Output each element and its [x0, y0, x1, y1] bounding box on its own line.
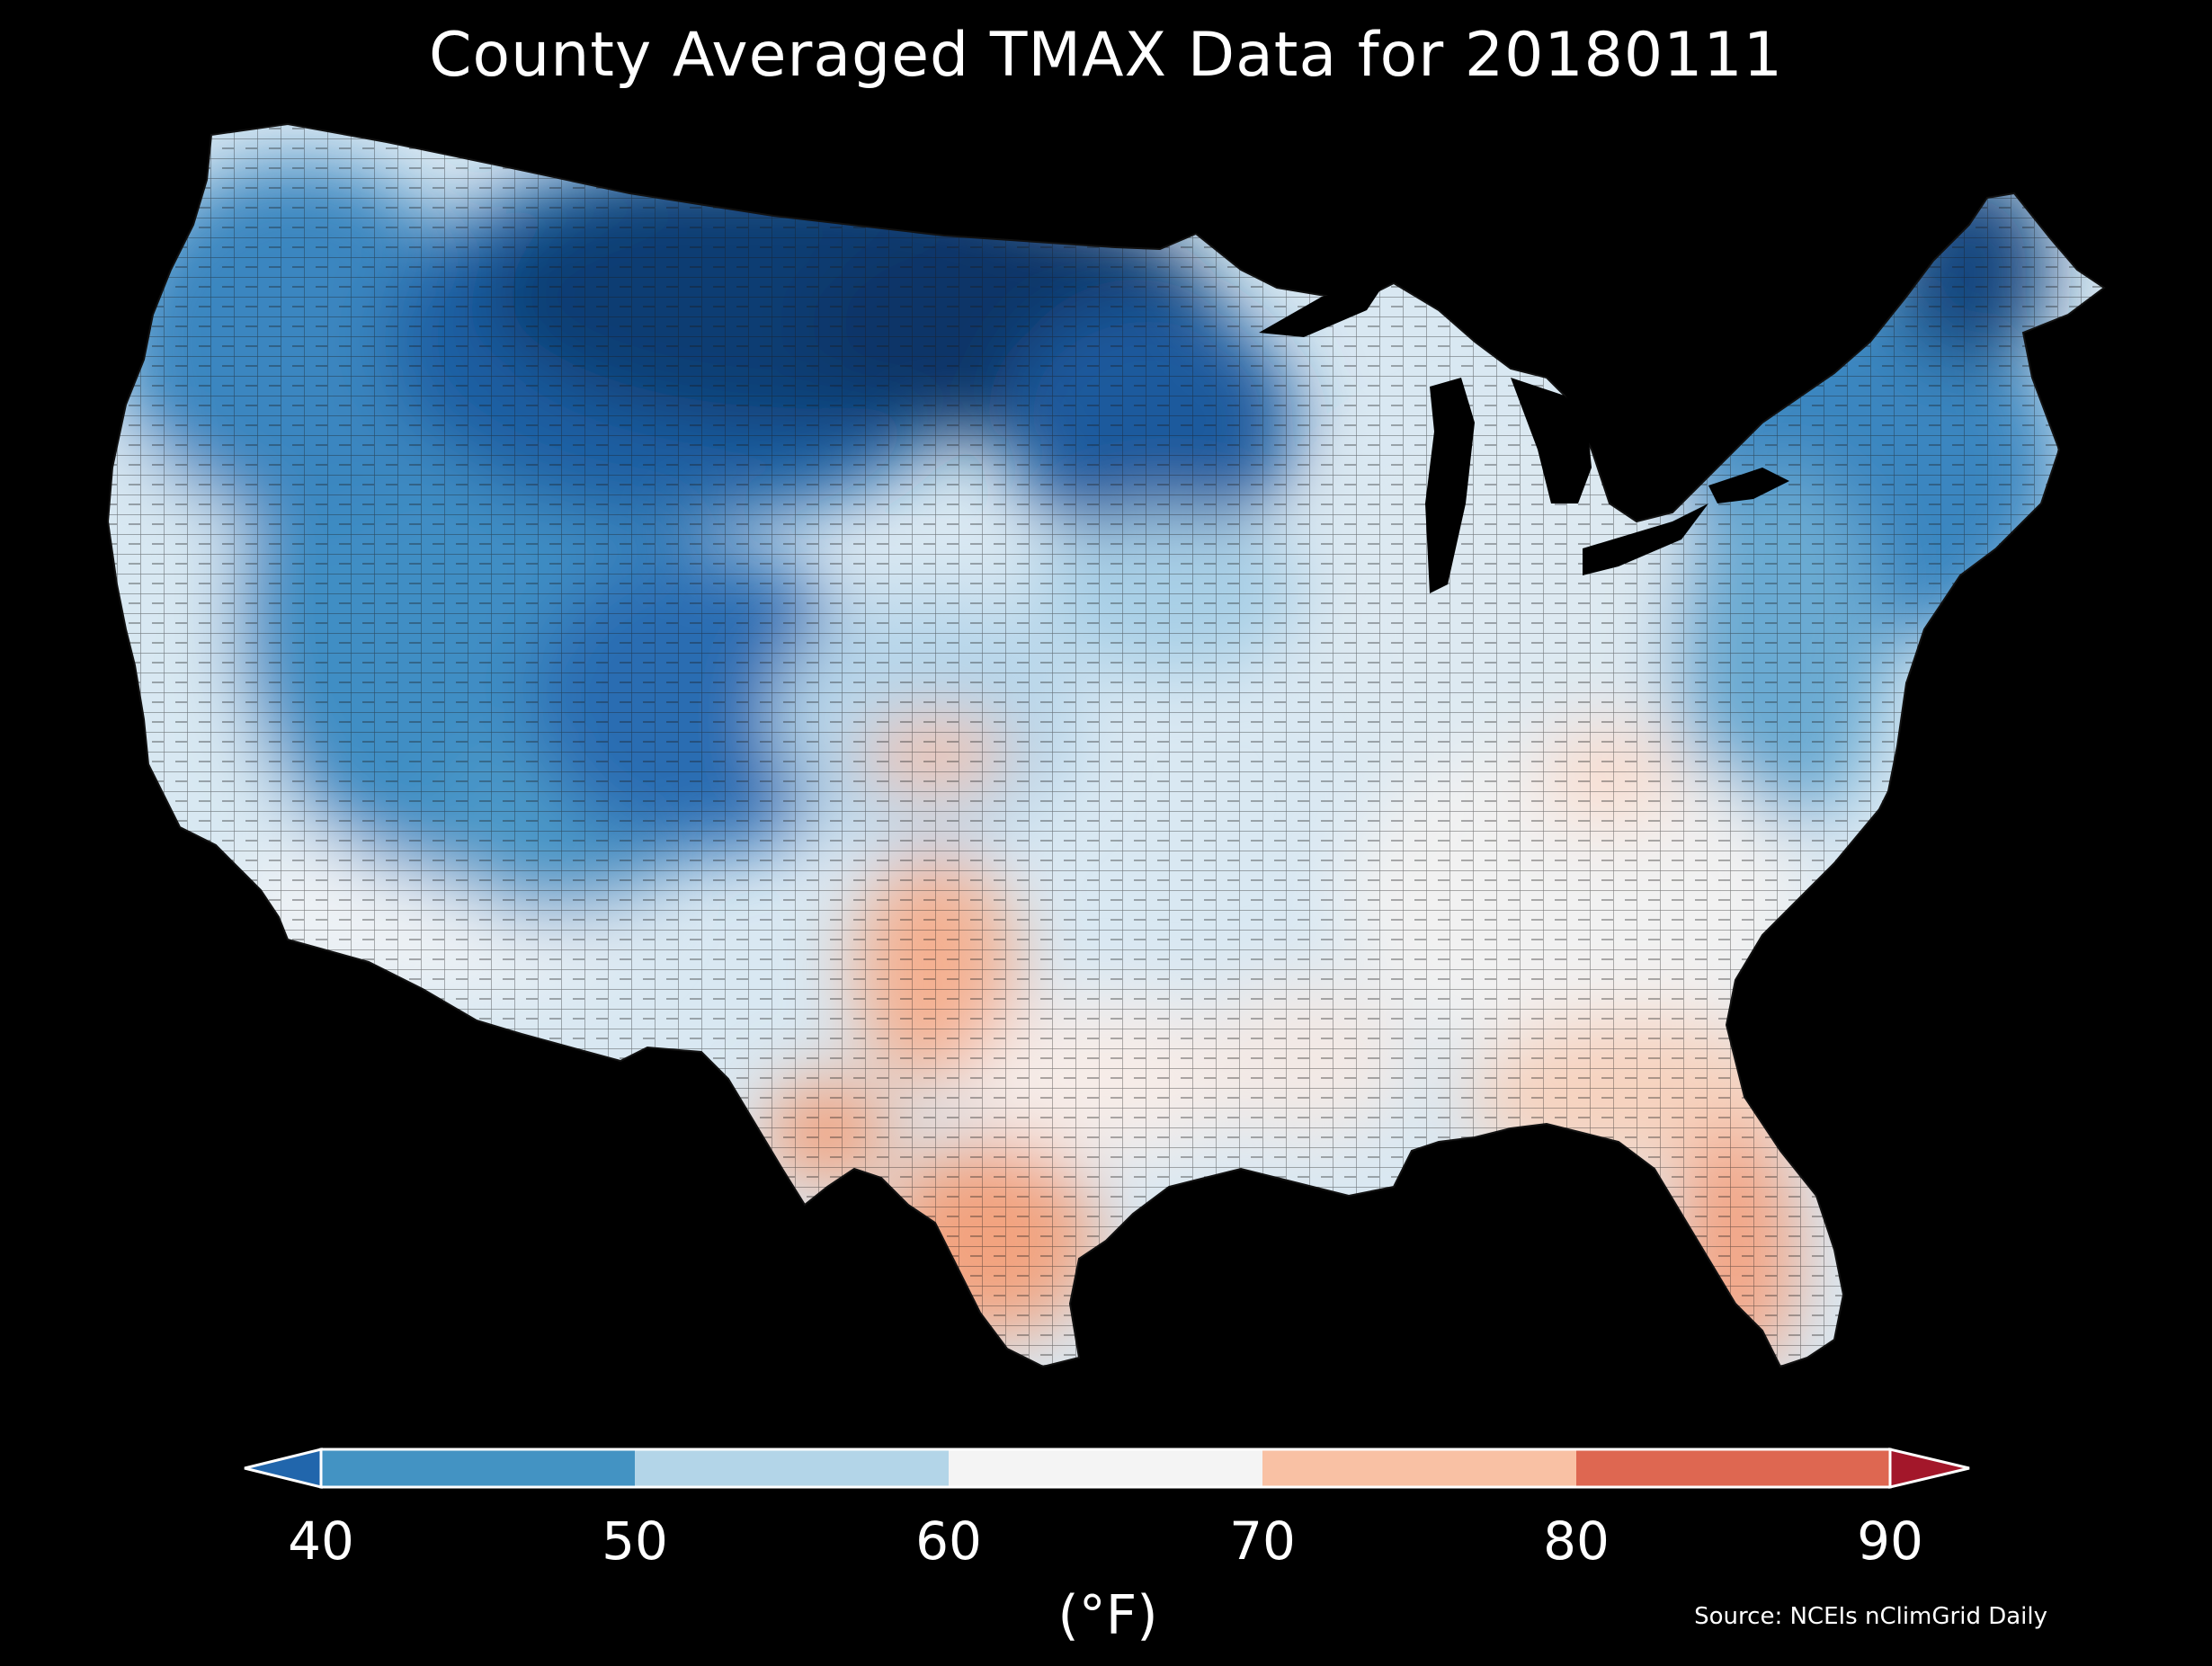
- colorbar-extend-high: [1888, 1448, 1970, 1489]
- colorbar-segment-60-70: [949, 1449, 1262, 1487]
- colorbar-tick-60: 60: [915, 1510, 982, 1572]
- colorbar-tick-70: 70: [1229, 1510, 1296, 1572]
- great-lakes: [1259, 283, 1789, 593]
- map-title: County Averaged TMAX Data for 20180111: [429, 20, 1783, 91]
- colorbar-segment-80-90: [1576, 1449, 1890, 1487]
- colorbar-tick-80: 80: [1543, 1510, 1610, 1572]
- colorbar-tick-40: 40: [288, 1510, 354, 1572]
- colorbar-segment-40-50: [321, 1449, 635, 1487]
- colorbar-segment-70-80: [1262, 1449, 1576, 1487]
- colorbar-unit-label: (°F): [1057, 1584, 1158, 1647]
- colorbar-tick-50: 50: [602, 1510, 668, 1572]
- colorbar-frame: [319, 1448, 1892, 1489]
- colorbar-extend-low: [244, 1448, 323, 1489]
- colorbar-segment-50-60: [635, 1449, 949, 1487]
- colorbar-tick-90: 90: [1857, 1510, 1923, 1572]
- source-credit: Source: NCEIs nClimGrid Daily: [1694, 1603, 2047, 1630]
